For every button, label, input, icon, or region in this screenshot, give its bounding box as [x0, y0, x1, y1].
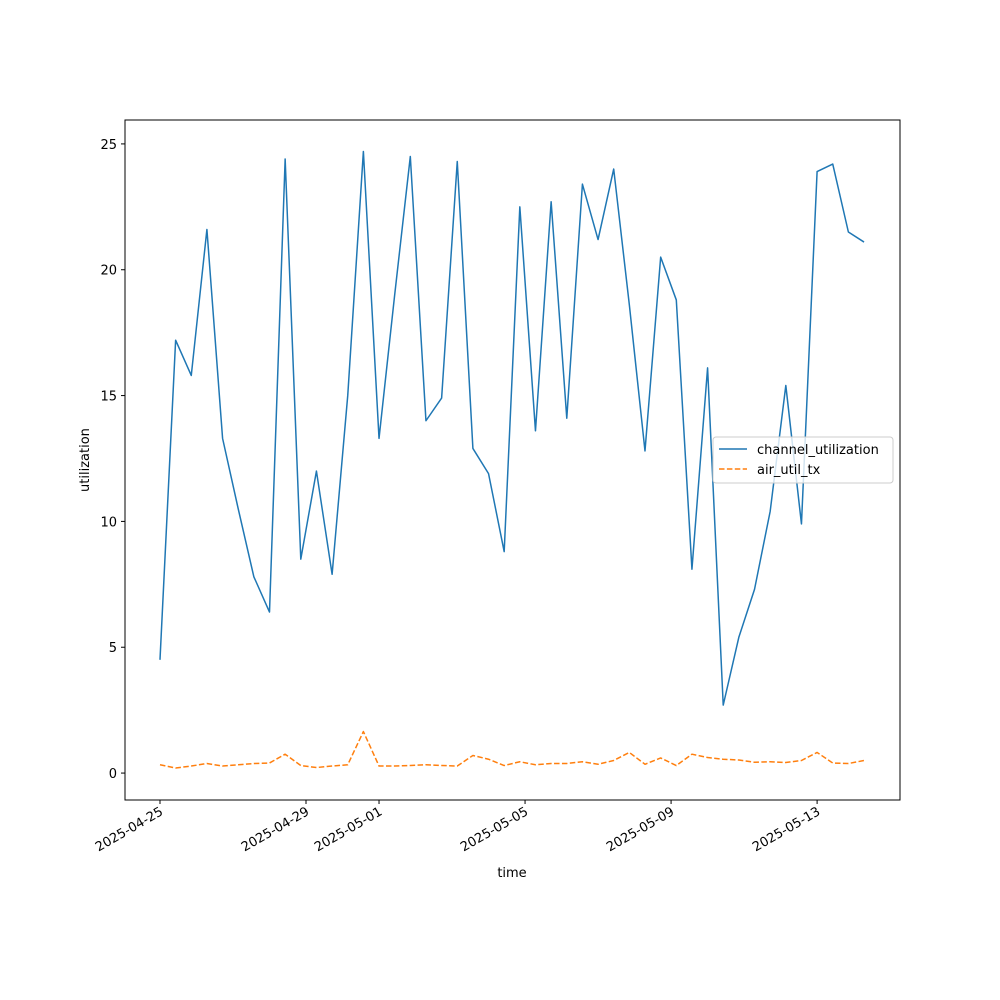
plot-frame	[124, 119, 901, 801]
x-axis-label: time	[497, 866, 526, 881]
x-tick-label: 2025-05-01	[312, 804, 385, 855]
y-tick-label: 0	[109, 767, 117, 782]
y-axis-label: utilization	[78, 428, 93, 492]
y-tick-label: 25	[100, 138, 117, 153]
y-tick-label: 20	[100, 264, 117, 279]
line-series	[159, 730, 865, 769]
legend-frame	[712, 436, 894, 484]
y-tick-label: 15	[100, 390, 117, 405]
x-tick-label: 2025-05-05	[458, 804, 531, 855]
y-tick-label: 10	[100, 515, 117, 530]
line-series	[159, 150, 865, 706]
x-tick-label: 2025-04-29	[239, 804, 312, 855]
x-tick-label: 2025-04-25	[93, 804, 166, 855]
x-tick-label: 2025-05-09	[604, 804, 677, 855]
legend-label: channel_utilization	[757, 443, 879, 458]
legend-label: air_util_tx	[757, 463, 821, 478]
x-tick-label: 2025-05-13	[750, 804, 823, 855]
y-tick-label: 5	[109, 641, 117, 656]
legend: channel_utilization air_util_tx	[712, 436, 894, 484]
